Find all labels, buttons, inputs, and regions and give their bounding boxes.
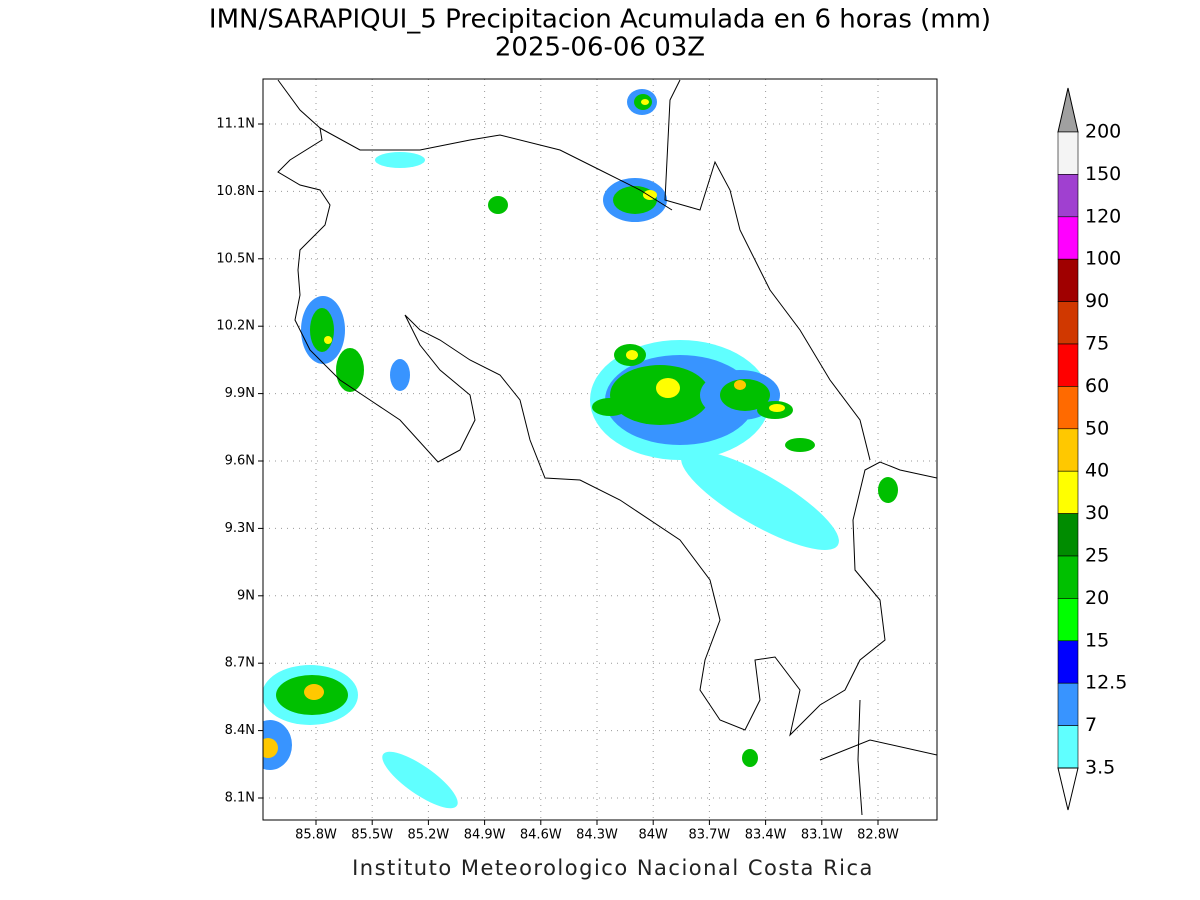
lon-tick-label: 85.2W [407, 828, 449, 843]
colorbar-label: 90 [1085, 290, 1109, 312]
lat-tick-label: 9N [237, 588, 255, 603]
colorbar-label: 75 [1085, 333, 1109, 355]
colorbar-label: 100 [1085, 248, 1121, 270]
colorbar-box [1057, 301, 1079, 345]
grid: 11.1N 10.8N 10.5N 10.2N 9.9N 9.6N 9.3N 9N 8.7N 8.… [216, 79, 937, 843]
colorbar-box [1057, 470, 1079, 514]
colorbar-label: 20 [1085, 587, 1109, 609]
lat-tick-label: 9.9N [225, 386, 255, 401]
colorbar-label: 25 [1085, 545, 1109, 567]
colorbar-box [1057, 343, 1079, 387]
rain-cell [263, 89, 898, 809]
footer: Instituto Meteorologico Nacional Costa R… [352, 856, 874, 880]
colorbar-label: 15 [1085, 629, 1109, 651]
colorbar-box [1057, 598, 1079, 642]
colorbar-label: 3.5 [1085, 757, 1115, 779]
colorbar-box [1057, 386, 1079, 430]
colorbar-label: 200 [1085, 121, 1121, 143]
colorbar-label: 30 [1085, 502, 1109, 524]
colorbar-box [1057, 555, 1079, 599]
colorbar-label: 7 [1085, 714, 1097, 736]
colorbar-box [1057, 513, 1079, 557]
lon-tick-label: 84.6W [520, 828, 562, 843]
lon-tick-label: 83.4W [745, 828, 787, 843]
lat-tick-label: 8.7N [225, 656, 255, 671]
colorbar-box [1057, 131, 1079, 175]
lat-tick-label: 9.6N [225, 454, 255, 469]
colorbar: 200 150 120 100 90 75 60 50 40 30 25 20 15 12.5 7 3.5 [1057, 87, 1127, 811]
lat-tick-label: 11.1N [216, 117, 255, 132]
colorbar-label: 12.5 [1085, 672, 1127, 694]
colorbar-box [1057, 725, 1079, 769]
colorbar-box [1057, 428, 1079, 472]
rain-field [263, 89, 898, 809]
colorbar-below [1057, 767, 1079, 811]
lon-tick-label: 84W [638, 828, 668, 843]
colorbar-above [1057, 87, 1079, 133]
coastline [277, 79, 937, 816]
lat-tick-label: 10.8N [216, 184, 255, 199]
colorbar-label: 40 [1085, 460, 1109, 482]
lon-tick-label: 83.1W [801, 828, 843, 843]
lon-tick-label: 84.3W [576, 828, 618, 843]
lat-tick-label: 8.4N [225, 723, 255, 738]
colorbar-box [1057, 174, 1079, 218]
colorbar-label: 50 [1085, 417, 1109, 439]
lon-tick-label: 85.5W [351, 828, 393, 843]
colorbar-label: 120 [1085, 205, 1121, 227]
map-subtitle: 2025-06-06 03Z [495, 33, 705, 63]
colorbar-box [1057, 258, 1079, 302]
lat-tick-label: 8.1N [225, 791, 255, 806]
colorbar-box [1057, 640, 1079, 684]
lat-tick-label: 10.5N [216, 251, 255, 266]
lon-tick-label: 85.8W [295, 828, 337, 843]
lon-tick-label: 84.9W [464, 828, 506, 843]
lat-tick-label: 10.2N [216, 319, 255, 334]
lon-tick-label: 82.8W [857, 828, 899, 843]
lat-tick-label: 9.3N [225, 521, 255, 536]
colorbar-label: 60 [1085, 375, 1109, 397]
colorbar-box [1057, 682, 1079, 726]
map-frame [262, 78, 938, 821]
colorbar-label: 150 [1085, 163, 1121, 185]
colorbar-box [1057, 216, 1079, 260]
lon-tick-label: 83.7W [688, 828, 730, 843]
map-title: IMN/SARAPIQUI_5 Precipitacion Acumulada … [209, 5, 991, 35]
